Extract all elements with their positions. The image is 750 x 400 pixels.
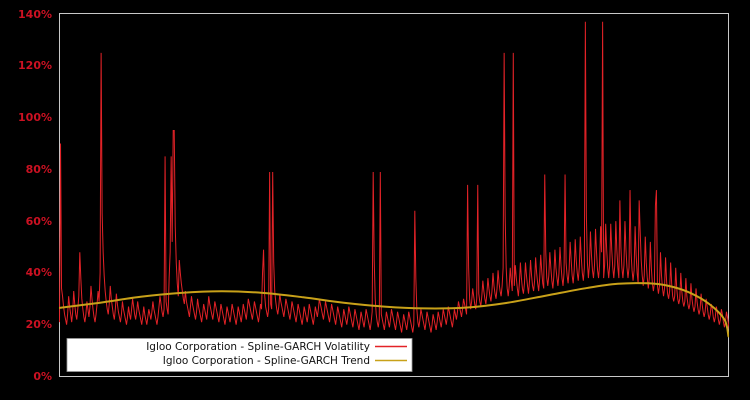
ytick-label-120: 120% xyxy=(18,59,52,72)
ytick-label-80: 80% xyxy=(26,163,52,176)
ytick-label-40: 40% xyxy=(26,266,52,279)
legend-box xyxy=(66,338,413,372)
ytick-label-20: 20% xyxy=(26,318,52,331)
ytick-label-100: 100% xyxy=(18,111,52,124)
trend-series-line xyxy=(59,282,729,338)
legend-label-volatility: Igloo Corporation - Spline-GARCH Volatil… xyxy=(146,341,370,353)
legend: Igloo Corporation - Spline-GARCH Volatil… xyxy=(66,338,413,372)
plot-series-group xyxy=(59,21,729,338)
ytick-label-140: 140% xyxy=(18,8,52,21)
plot-area-frame xyxy=(59,13,729,377)
legend-entry-volatility[interactable]: Igloo Corporation - Spline-GARCH Volatil… xyxy=(146,341,407,353)
y-axis-tick-labels: 140% 120% 100% 80% 60% 40% 20% 0% xyxy=(18,8,52,383)
volatility-series-line xyxy=(59,21,729,333)
ytick-label-60: 60% xyxy=(26,215,52,228)
ytick-label-0: 0% xyxy=(33,370,52,383)
legend-entry-trend[interactable]: Igloo Corporation - Spline-GARCH Trend xyxy=(163,355,407,367)
legend-label-trend: Igloo Corporation - Spline-GARCH Trend xyxy=(163,355,370,367)
